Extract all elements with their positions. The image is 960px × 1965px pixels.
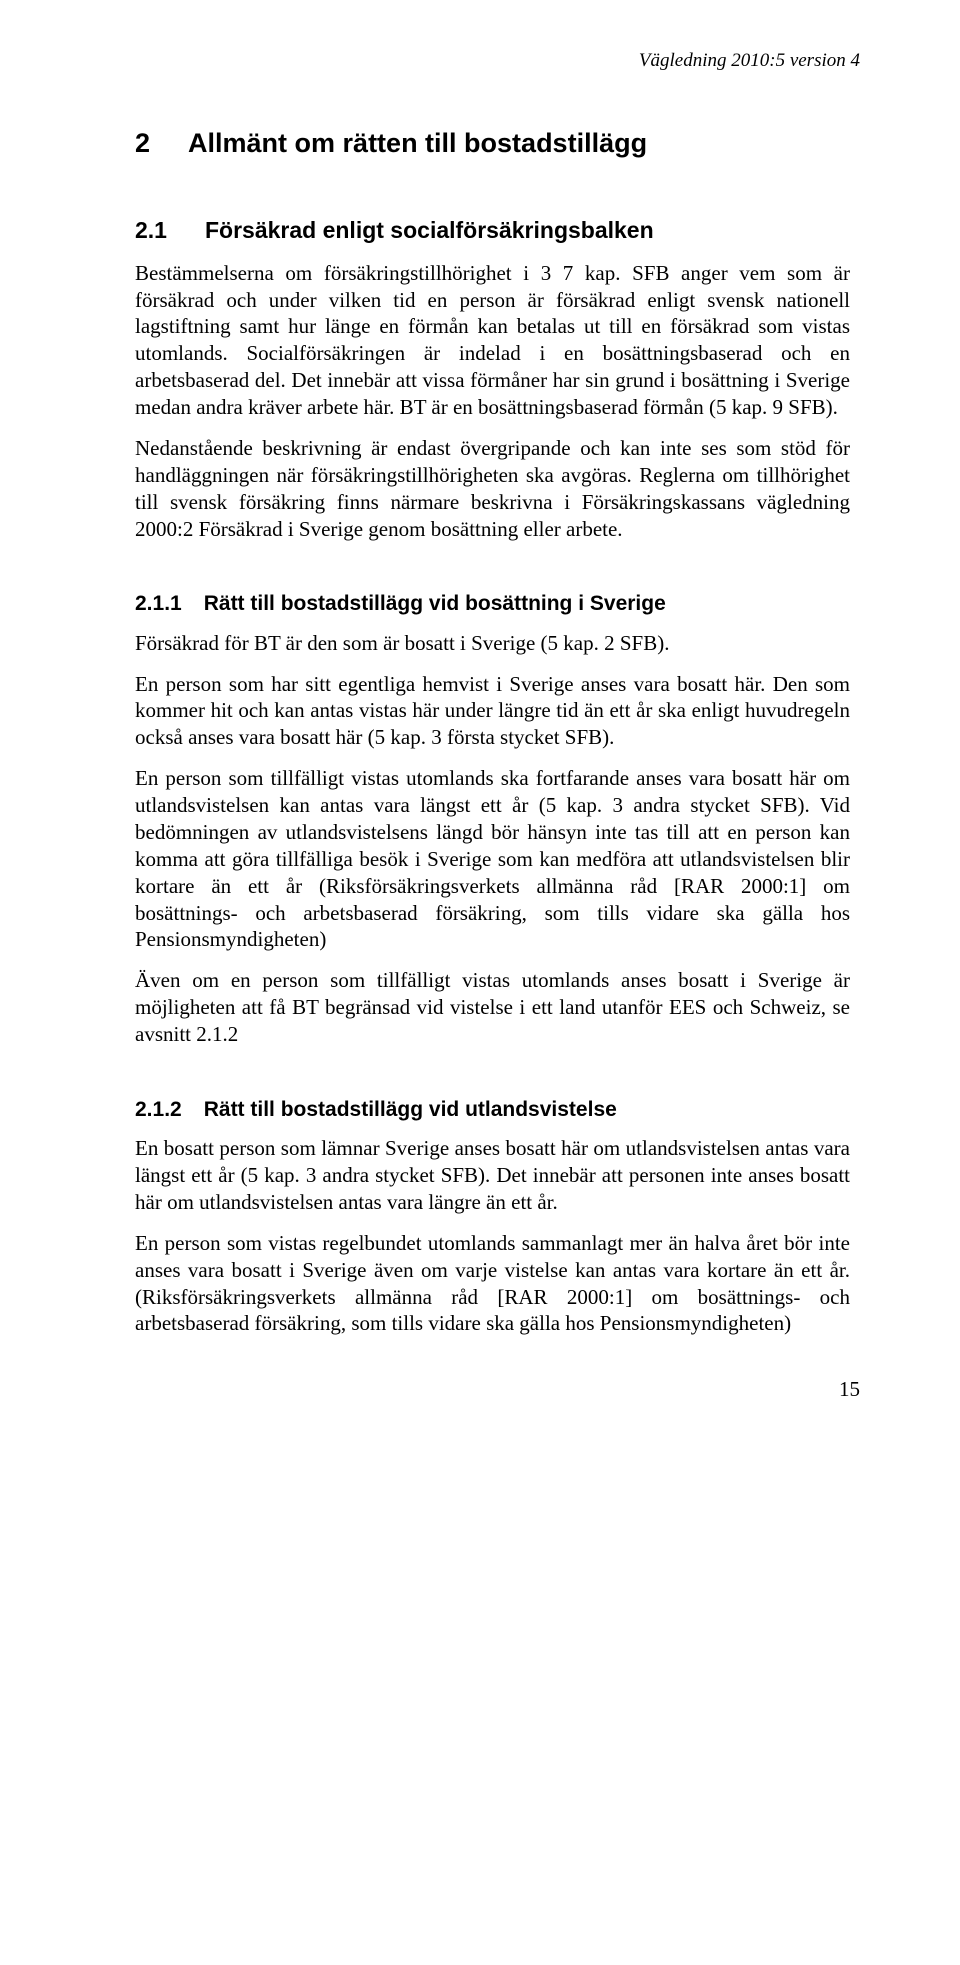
chapter-number: 2 — [135, 128, 150, 158]
section-2-1-2-paragraph-1: En bosatt person som lämnar Sverige anse… — [135, 1135, 850, 1216]
section-2-1-1-paragraph-1: Försäkrad för BT är den som är bosatt i … — [135, 630, 850, 657]
section-2-1-2-heading: 2.1.2 Rätt till bostadstillägg vid utland… — [135, 1096, 850, 1123]
section-2-1-1-paragraph-3: En person som tillfälligt vistas utomlan… — [135, 765, 850, 953]
page-number: 15 — [135, 1377, 860, 1402]
document-header: Vägledning 2010:5 version 4 — [135, 50, 860, 72]
subsection-title-text: Rätt till bostadstillägg vid utlandsvist… — [204, 1098, 617, 1121]
section-2-1-paragraph-1: Bestämmelserna om försäkringstillhörighe… — [135, 260, 850, 421]
section-number: 2.1 — [135, 217, 167, 243]
chapter-title-text: Allmänt om rätten till bostadstillägg — [188, 128, 647, 158]
subsection-number: 2.1.2 — [135, 1098, 182, 1121]
section-2-1-1-heading: 2.1.1 Rätt till bostadstillägg vid bosätt… — [135, 590, 850, 617]
section-2-1-2-paragraph-2: En person som vistas regelbundet utomlan… — [135, 1230, 850, 1338]
subsection-title-text: Rätt till bostadstillägg vid bosättning … — [204, 592, 666, 615]
section-2-1-paragraph-2: Nedanstående beskrivning är endast överg… — [135, 435, 850, 543]
section-2-1-1-paragraph-4: Även om en person som tillfälligt vistas… — [135, 967, 850, 1048]
section-2-1-1-paragraph-2: En person som har sitt egentliga hemvist… — [135, 671, 850, 752]
section-2-1-heading: 2.1 Försäkrad enligt socialförsäkringsbal… — [135, 216, 850, 246]
subsection-number: 2.1.1 — [135, 592, 182, 615]
chapter-heading: 2 Allmänt om rätten till bostadstillägg — [135, 127, 850, 161]
section-title-text: Försäkrad enligt socialförsäkringsbalken — [205, 217, 654, 243]
